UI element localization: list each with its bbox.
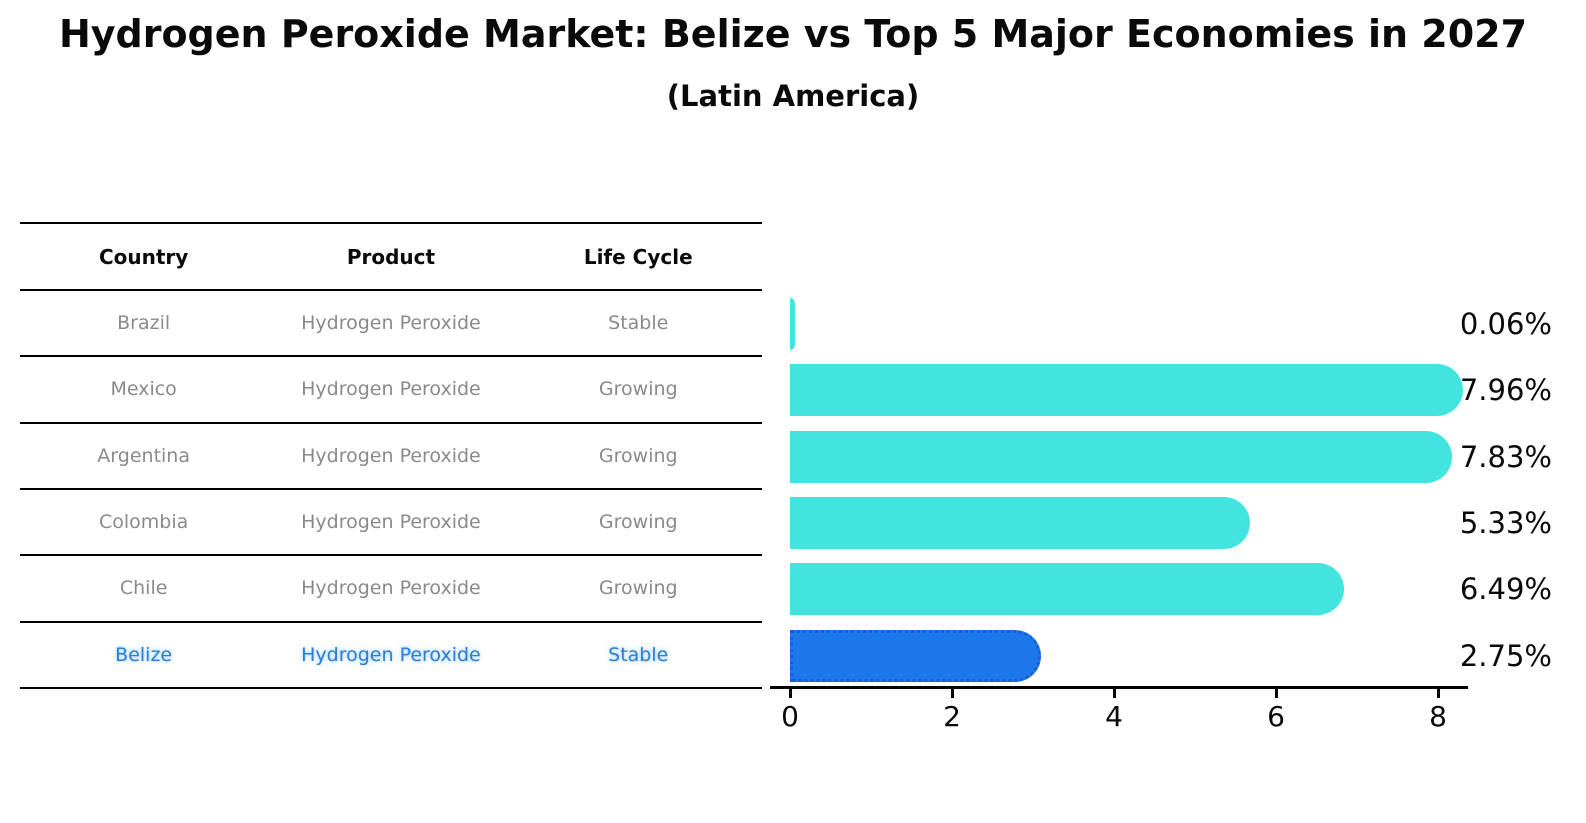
table-cell-product: Hydrogen Peroxide [301, 511, 481, 534]
x-axis-tick [789, 689, 792, 698]
x-axis-tick [1275, 689, 1278, 698]
table-cell-life-cycle: Stable [608, 643, 669, 666]
table-cell-life-cycle: Growing [598, 577, 678, 600]
table-cell-life-cycle: Stable [608, 312, 669, 335]
bar-row [790, 357, 1490, 423]
x-axis-tick [1437, 689, 1440, 698]
table-row: Chile Hydrogen Peroxide Growing [20, 556, 762, 623]
table-row: Colombia Hydrogen Peroxide Growing [20, 490, 762, 557]
table-cell-country: Mexico [110, 378, 177, 401]
page-subtitle: (Latin America) [666, 79, 920, 113]
bar-value-label: 2.75% [1459, 638, 1552, 673]
bar-value-label: 7.96% [1459, 373, 1552, 408]
table-cell-product: Hydrogen Peroxide [301, 444, 481, 467]
table-header-life-cycle: Life Cycle [583, 244, 693, 269]
bar-value-label: 5.33% [1459, 506, 1552, 541]
bar-value-label: 0.06% [1459, 307, 1552, 342]
x-axis-line [770, 686, 1468, 689]
x-axis-tick-label: 8 [1429, 700, 1447, 733]
table-cell-country: Chile [119, 577, 168, 600]
bar-highlight-belize [790, 629, 1041, 682]
table-cell-life-cycle: Growing [598, 444, 678, 467]
bar-argentina [790, 430, 1452, 483]
table-header-country: Country [98, 244, 189, 269]
x-axis-tick-label: 2 [943, 700, 961, 733]
x-axis: 0 2 4 6 8 [781, 689, 1490, 739]
comparison-table: Country Product Life Cycle Brazil Hydroge… [20, 222, 762, 689]
table-cell-product: Hydrogen Peroxide [301, 643, 481, 666]
table-cell-life-cycle: Growing [598, 511, 678, 534]
bar-mexico [790, 364, 1463, 417]
bar-value-label: 6.49% [1459, 572, 1552, 607]
bar-colombia [790, 497, 1250, 550]
bar-row [790, 623, 1490, 689]
bar-value-label: 7.83% [1459, 439, 1552, 474]
bar-row [790, 490, 1490, 556]
table-row: Belize Hydrogen Peroxide Stable [20, 623, 762, 689]
table-cell-product: Hydrogen Peroxide [301, 577, 481, 600]
x-axis-tick [1113, 689, 1116, 698]
x-axis-tick-label: 0 [781, 700, 799, 733]
bar-row [790, 556, 1490, 622]
bar-brazil [790, 298, 795, 351]
page-title: Hydrogen Peroxide Market: Belize vs Top … [58, 12, 1528, 56]
bar-row [790, 291, 1490, 357]
table-cell-country: Argentina [97, 444, 190, 467]
x-axis-tick [951, 689, 954, 698]
table-cell-life-cycle: Growing [598, 378, 678, 401]
table-cell-country: Belize [115, 643, 173, 666]
x-axis-tick-label: 4 [1105, 700, 1123, 733]
x-axis-tick-label: 6 [1267, 700, 1285, 733]
table-row: Brazil Hydrogen Peroxide Stable [20, 291, 762, 358]
bar-value-labels: 0.06% 7.96% 7.83% 5.33% 6.49% 2.75% [1440, 291, 1552, 689]
table-cell-country: Brazil [117, 312, 171, 335]
table-cell-product: Hydrogen Peroxide [301, 378, 481, 401]
bar-row [790, 424, 1490, 490]
bar-chile [790, 563, 1344, 616]
table-cell-country: Colombia [99, 511, 189, 534]
table-cell-product: Hydrogen Peroxide [301, 312, 481, 335]
table-row: Mexico Hydrogen Peroxide Growing [20, 357, 762, 424]
bar-chart [790, 291, 1490, 689]
table-header-row: Country Product Life Cycle [20, 224, 762, 291]
table-header-product: Product [346, 244, 436, 269]
table-row: Argentina Hydrogen Peroxide Growing [20, 424, 762, 490]
